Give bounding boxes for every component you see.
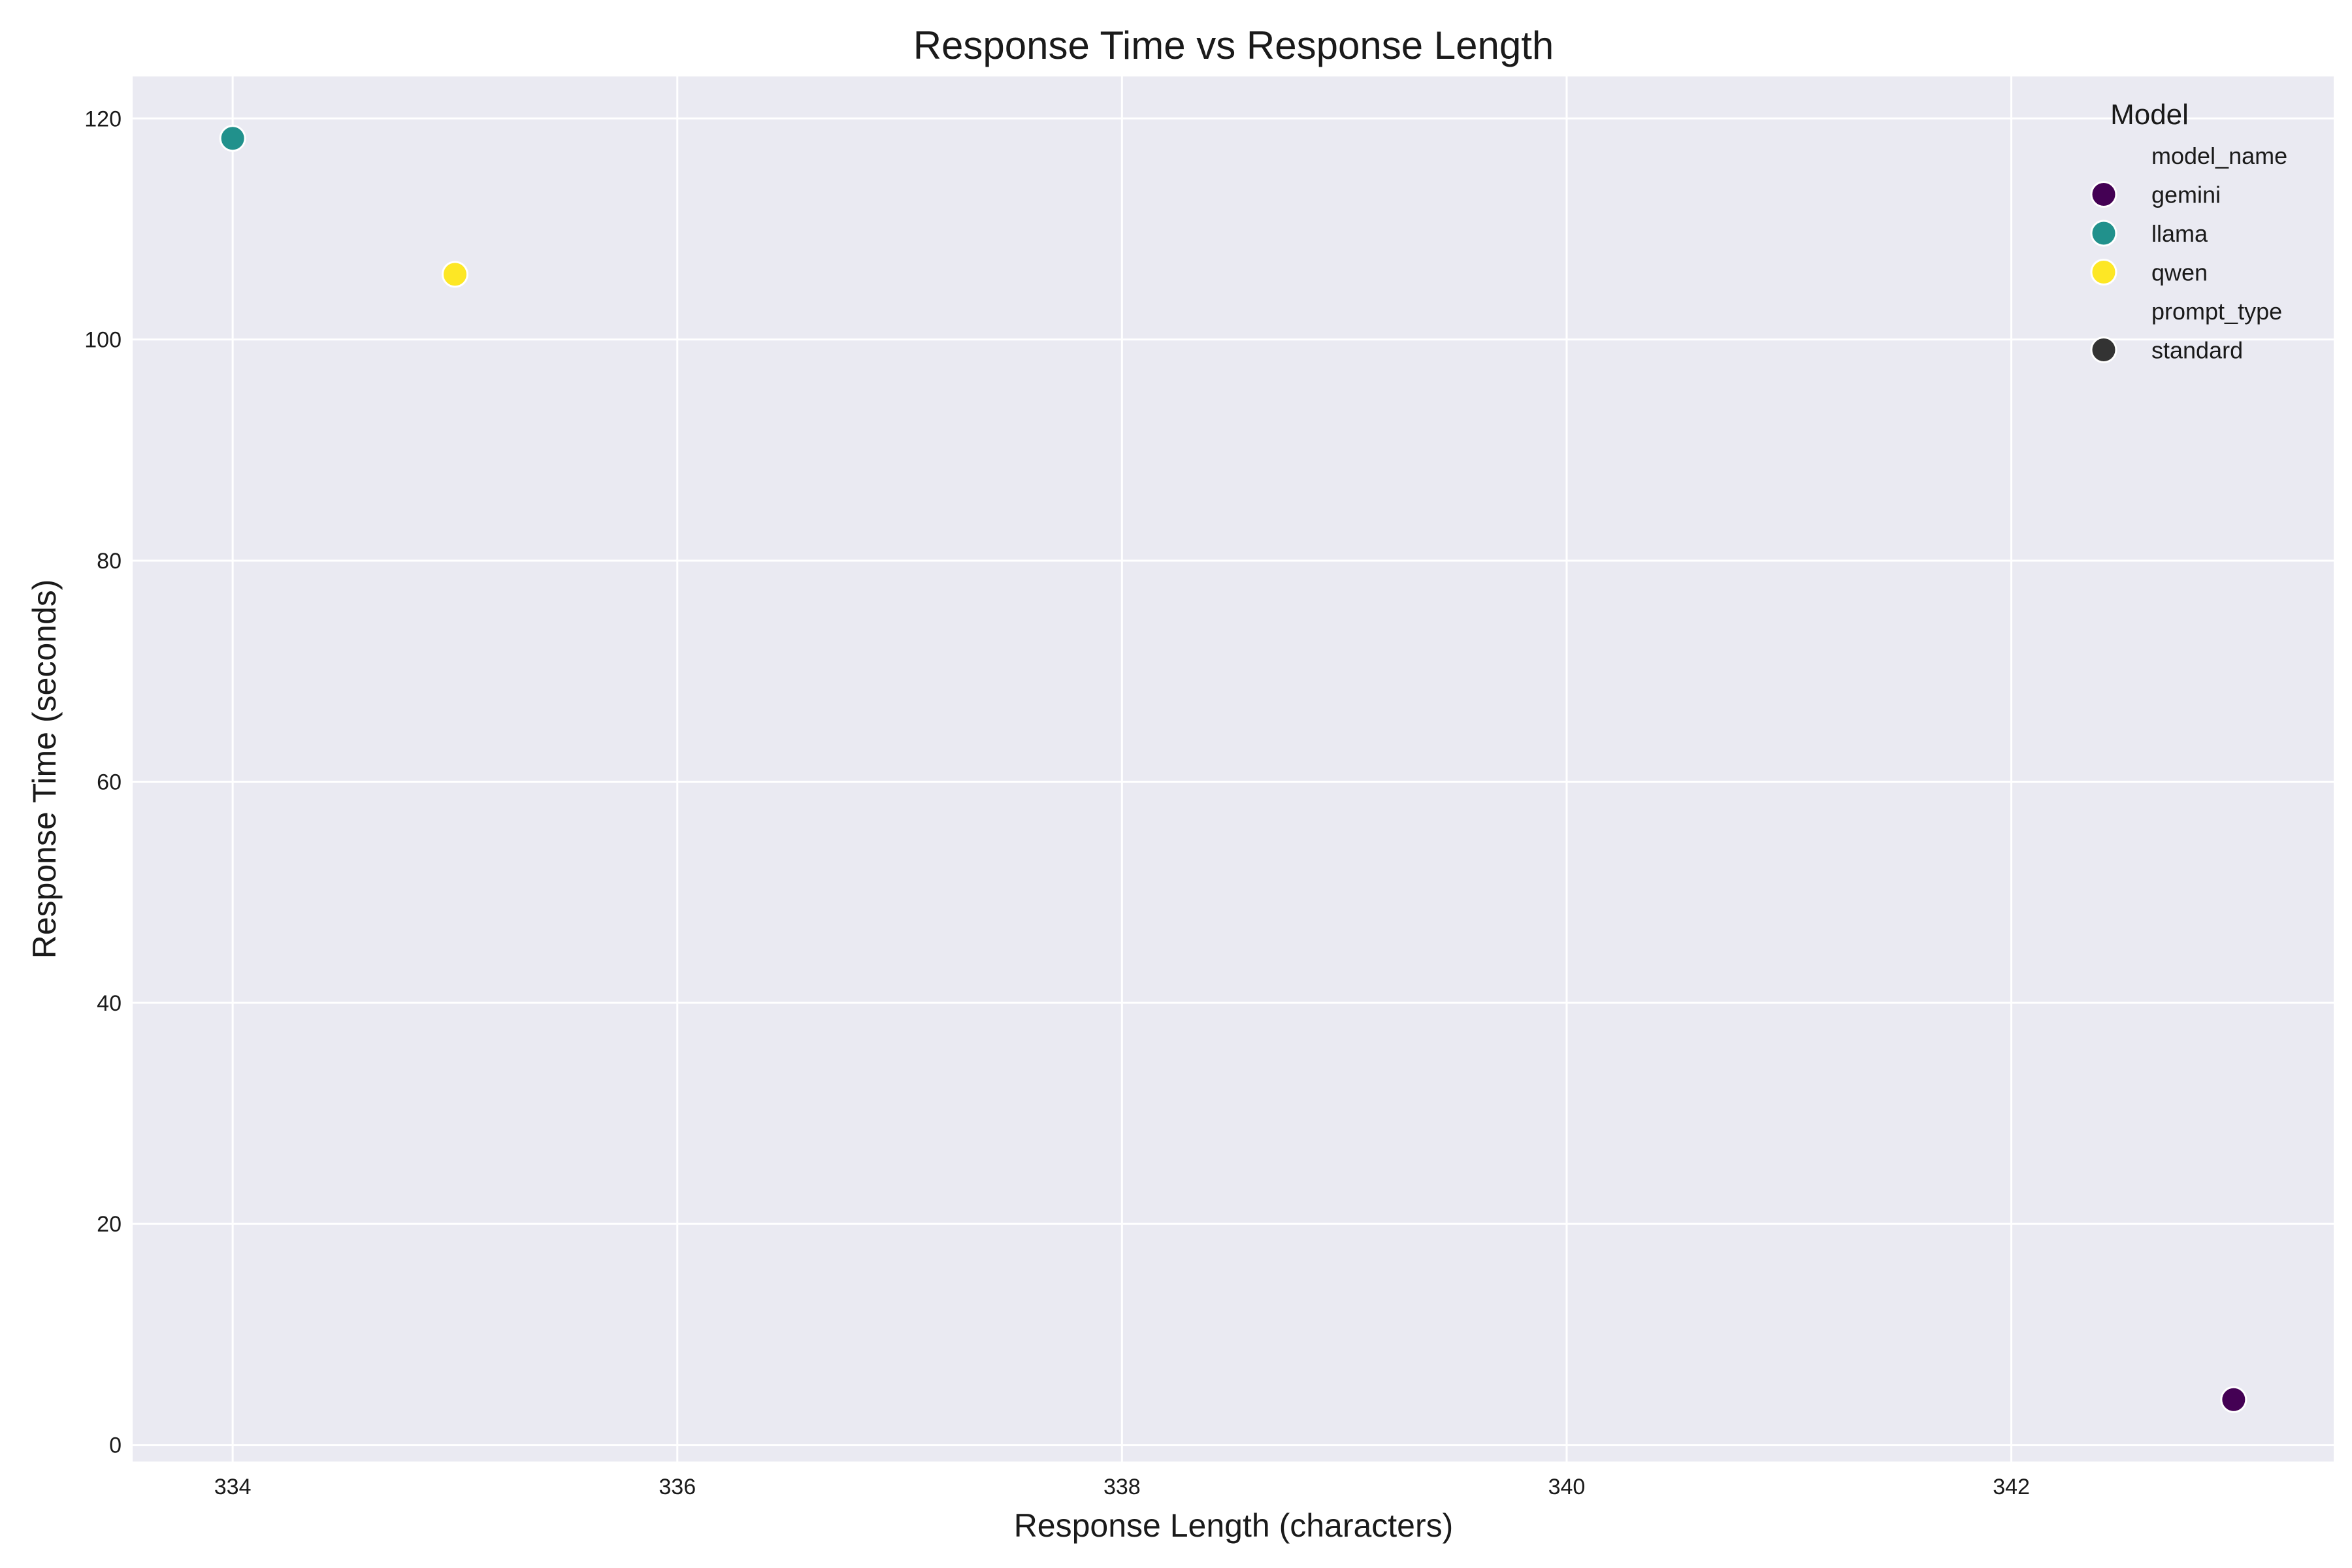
y-tick-label: 120 — [84, 106, 122, 131]
x-axis-label: Response Length (characters) — [1014, 1507, 1454, 1544]
plot-area — [133, 76, 2334, 1462]
data-points — [219, 125, 2247, 1413]
y-tick-label: 0 — [109, 1433, 122, 1458]
legend-label-gemini: gemini — [2151, 182, 2221, 208]
x-tick-label: 334 — [214, 1475, 252, 1499]
data-point-qwen — [441, 261, 468, 288]
y-tick-label: 100 — [84, 328, 122, 353]
x-tick-label: 342 — [1993, 1475, 2030, 1499]
chart-title: Response Time vs Response Length — [913, 24, 1554, 67]
y-tick-label: 80 — [97, 549, 122, 574]
legend-marker-standard — [2090, 336, 2117, 363]
data-point-llama — [219, 125, 246, 152]
legend-marker-llama — [2090, 220, 2117, 247]
data-point-gemini — [2220, 1386, 2247, 1413]
x-axis-ticks: 334 336 338 340 342 — [214, 1475, 2030, 1499]
y-tick-label: 20 — [97, 1212, 122, 1237]
x-tick-label: 340 — [1548, 1475, 1586, 1499]
legend-label-model-name: model_name — [2151, 142, 2287, 169]
y-tick-label: 60 — [97, 770, 122, 794]
legend-label-qwen: qwen — [2151, 259, 2208, 286]
x-tick-label: 338 — [1103, 1475, 1141, 1499]
legend-marker-qwen — [2090, 259, 2117, 286]
grid — [133, 76, 2334, 1462]
y-tick-label: 40 — [97, 991, 122, 1016]
x-tick-label: 336 — [659, 1475, 696, 1499]
y-axis-ticks: 0 20 40 60 80 100 120 — [84, 106, 122, 1458]
legend-label-prompt-type: prompt_type — [2151, 298, 2282, 325]
legend-label-llama: llama — [2151, 220, 2208, 247]
legend-title: Model — [2110, 99, 2189, 131]
legend-label-standard: standard — [2151, 337, 2243, 364]
legend-marker-gemini — [2090, 181, 2117, 208]
y-axis-label: Response Time (seconds) — [26, 580, 63, 959]
